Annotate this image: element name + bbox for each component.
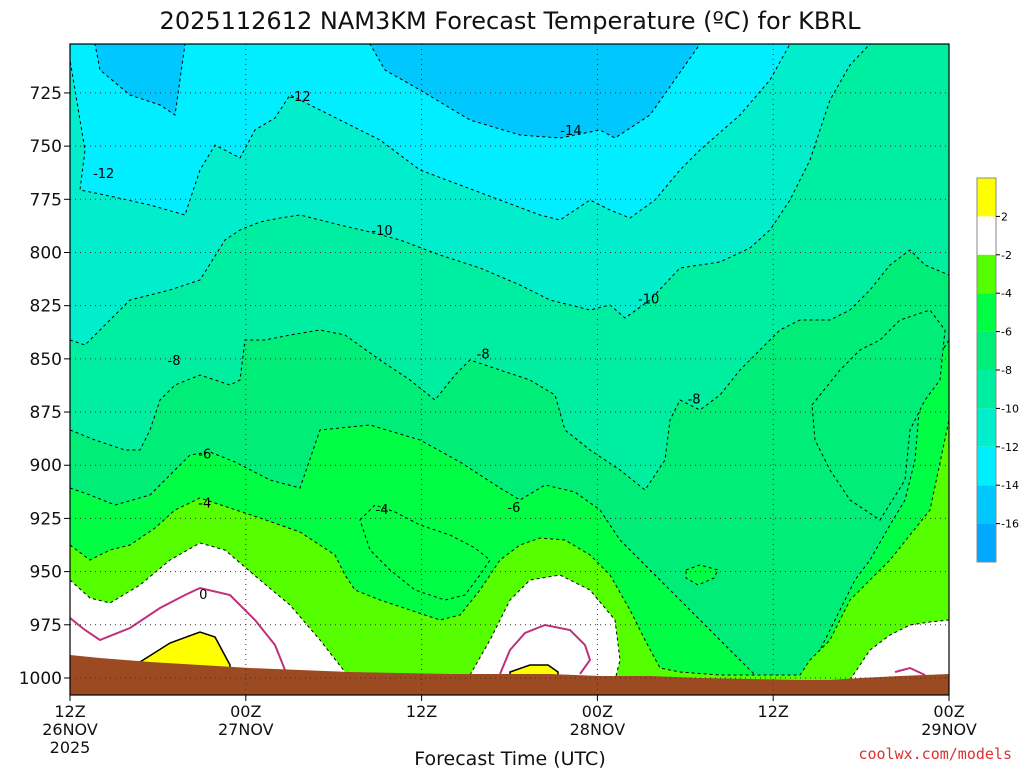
- y-tick-label: 1000: [19, 669, 62, 689]
- credit-text: coolwx.com/models: [858, 745, 1012, 763]
- colorbar-swatch: [977, 216, 996, 255]
- contour-label: -10: [371, 224, 392, 239]
- x-tick-label: 12Z: [758, 702, 789, 721]
- contour-labels: -12 -12 -14 -10 -10 -8 -8 -8 -6 -6 -4 -4 0: [93, 90, 700, 603]
- colorbar-swatch: [977, 293, 996, 332]
- x-tick-label: 12Z: [54, 702, 85, 721]
- band-minus4-pocket: [811, 309, 946, 521]
- y-tick-label: 800: [30, 243, 62, 263]
- colorbar-label: -10: [1001, 402, 1019, 415]
- contour-label: 0: [199, 588, 207, 603]
- colorbar-swatch: [977, 523, 996, 562]
- contour-label: -10: [638, 292, 659, 307]
- x-tick-label: 00Z: [582, 702, 613, 721]
- colorbar-label: -16: [1001, 518, 1019, 531]
- colorbar-swatch: [977, 254, 996, 294]
- y-tick-label: 775: [30, 190, 62, 210]
- y-tick-label: 725: [30, 84, 62, 104]
- y-tick-label: 850: [30, 350, 62, 370]
- colorbar-swatch: [977, 331, 996, 370]
- contour-label: -12: [289, 90, 310, 105]
- y-tick-label: 875: [30, 403, 62, 423]
- x-tick-label: 00Z: [230, 702, 261, 721]
- contour-label: -4: [376, 503, 389, 518]
- x-tick-label: 00Z: [933, 702, 964, 721]
- x-axis-label: Forecast Time (UTC): [414, 748, 605, 768]
- colorbar-swatch: [977, 178, 996, 217]
- colorbar-label: -12: [1001, 441, 1019, 454]
- y-axis-ticks: 725 750 775 800 825 850 875 900 925 950 975 1000: [19, 84, 70, 689]
- y-tick-label: 975: [30, 616, 62, 636]
- contour-label: -12: [93, 167, 114, 182]
- contour-label: -6: [198, 448, 211, 463]
- y-tick-label: 900: [30, 456, 62, 476]
- y-tick-label: 950: [30, 563, 62, 583]
- freezing-line-left: [70, 586, 286, 671]
- colorbar-label: -8: [1001, 364, 1012, 377]
- colorbar-label: -2: [1001, 249, 1012, 262]
- contour-label: -8: [477, 348, 490, 363]
- freezing-line-middle: [499, 623, 592, 675]
- plot-frame: [69, 43, 950, 696]
- ground-surface: [70, 655, 949, 695]
- x-tick-date: 26NOV: [42, 720, 98, 739]
- plot-area: [69, 43, 950, 696]
- contour-label: -4: [198, 497, 211, 512]
- x-tick-date: 28NOV: [570, 720, 626, 739]
- chart-title: 2025112612 NAM3KM Forecast Temperature (…: [160, 7, 862, 35]
- y-tick-label: 925: [30, 509, 62, 529]
- contour-label: -8: [168, 354, 181, 369]
- y-tick-label: 750: [30, 137, 62, 157]
- x-tick-label: 12Z: [406, 702, 437, 721]
- freezing-line-right: [894, 666, 926, 676]
- x-tick-date: 29NOV: [921, 720, 977, 739]
- colorbar-label: -4: [1001, 287, 1012, 300]
- x-tick-year: 2025: [50, 738, 91, 757]
- colorbar: 2 -2 -4 -6 -8 -10 -12 -14 -16: [976, 177, 1019, 563]
- colorbar-swatch: [977, 408, 996, 447]
- contour-label: -14: [560, 124, 581, 139]
- contour-label: -6: [507, 501, 520, 516]
- colorbar-swatch: [977, 446, 996, 486]
- x-tick-date: 27NOV: [218, 720, 274, 739]
- minus4-island: [359, 504, 491, 601]
- y-tick-label: 825: [30, 297, 62, 317]
- colorbar-swatch: [977, 485, 996, 524]
- contour-label: -8: [688, 392, 701, 407]
- colorbar-label: -6: [1001, 326, 1012, 339]
- colorbar-label: -14: [1001, 479, 1019, 492]
- colorbar-label: 2: [1001, 210, 1008, 223]
- small-minus4-cell: [685, 564, 719, 586]
- colorbar-swatch: [977, 370, 996, 409]
